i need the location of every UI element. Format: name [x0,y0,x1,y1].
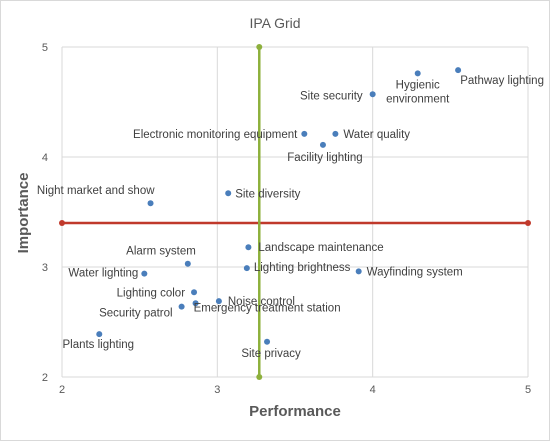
data-point [96,331,103,338]
data-label: Water lighting [68,268,138,280]
data-label: Plants lighting [62,339,134,351]
data-point [191,289,198,296]
chart-title: IPA Grid [249,15,300,31]
data-label: Wayfinding system [367,266,463,278]
data-label: Night market and show [37,185,155,197]
data-points: Pathway lighting Hygienic environment Site … [37,67,544,360]
data-point [264,338,271,345]
data-point [192,300,199,307]
data-label: Site diversity [235,188,300,200]
data-point [355,268,362,275]
data-label: Pathway lighting [460,75,544,87]
data-label: Lighting brightness [254,262,351,274]
y-tick-label: 3 [42,262,48,274]
x-axis-title: Performance [249,403,341,420]
data-label: Site security [300,90,363,102]
data-point [178,303,185,310]
data-label: Noise control [228,296,295,308]
reference-lines [59,44,531,380]
data-point [147,200,154,207]
x-tick-label: 2 [59,384,65,396]
data-point [184,260,191,267]
data-label: Facility lighting [287,152,362,164]
y-tick-label: 4 [42,152,48,164]
data-point [414,70,421,77]
data-point [141,270,148,277]
data-point [243,265,250,272]
data-point [319,141,326,148]
x-tick-label: 3 [214,384,220,396]
vertical-line-endpoint [256,374,263,380]
data-point [215,298,222,305]
gridlines [61,46,529,378]
data-label: Site privacy [241,348,301,360]
data-label: Electronic monitoring equipment [133,129,298,141]
data-point [332,130,339,137]
data-label: Security patrol [99,308,173,320]
data-point [245,244,252,251]
data-label: Hygienic environment [386,79,450,105]
x-tick-label: 4 [370,384,376,396]
data-label: Alarm system [126,246,196,258]
y-axis-title: Importance [15,173,32,254]
data-label: Lighting color [117,287,186,299]
data-label: Water quality [343,129,410,141]
data-point [369,91,376,98]
tick-labels: 2 3 4 5 2 3 4 5 [42,42,531,396]
vertical-line-endpoint [256,44,263,50]
horizontal-line-endpoint [59,220,65,226]
data-point [455,67,462,74]
data-point [301,130,308,137]
x-tick-label: 5 [525,384,531,396]
y-tick-label: 2 [42,372,48,384]
data-label: Landscape maintenance [258,242,383,254]
y-tick-label: 5 [42,42,48,54]
data-point [225,190,232,197]
horizontal-line-endpoint [525,220,531,226]
data-label: Emergency treatment station [194,302,341,314]
